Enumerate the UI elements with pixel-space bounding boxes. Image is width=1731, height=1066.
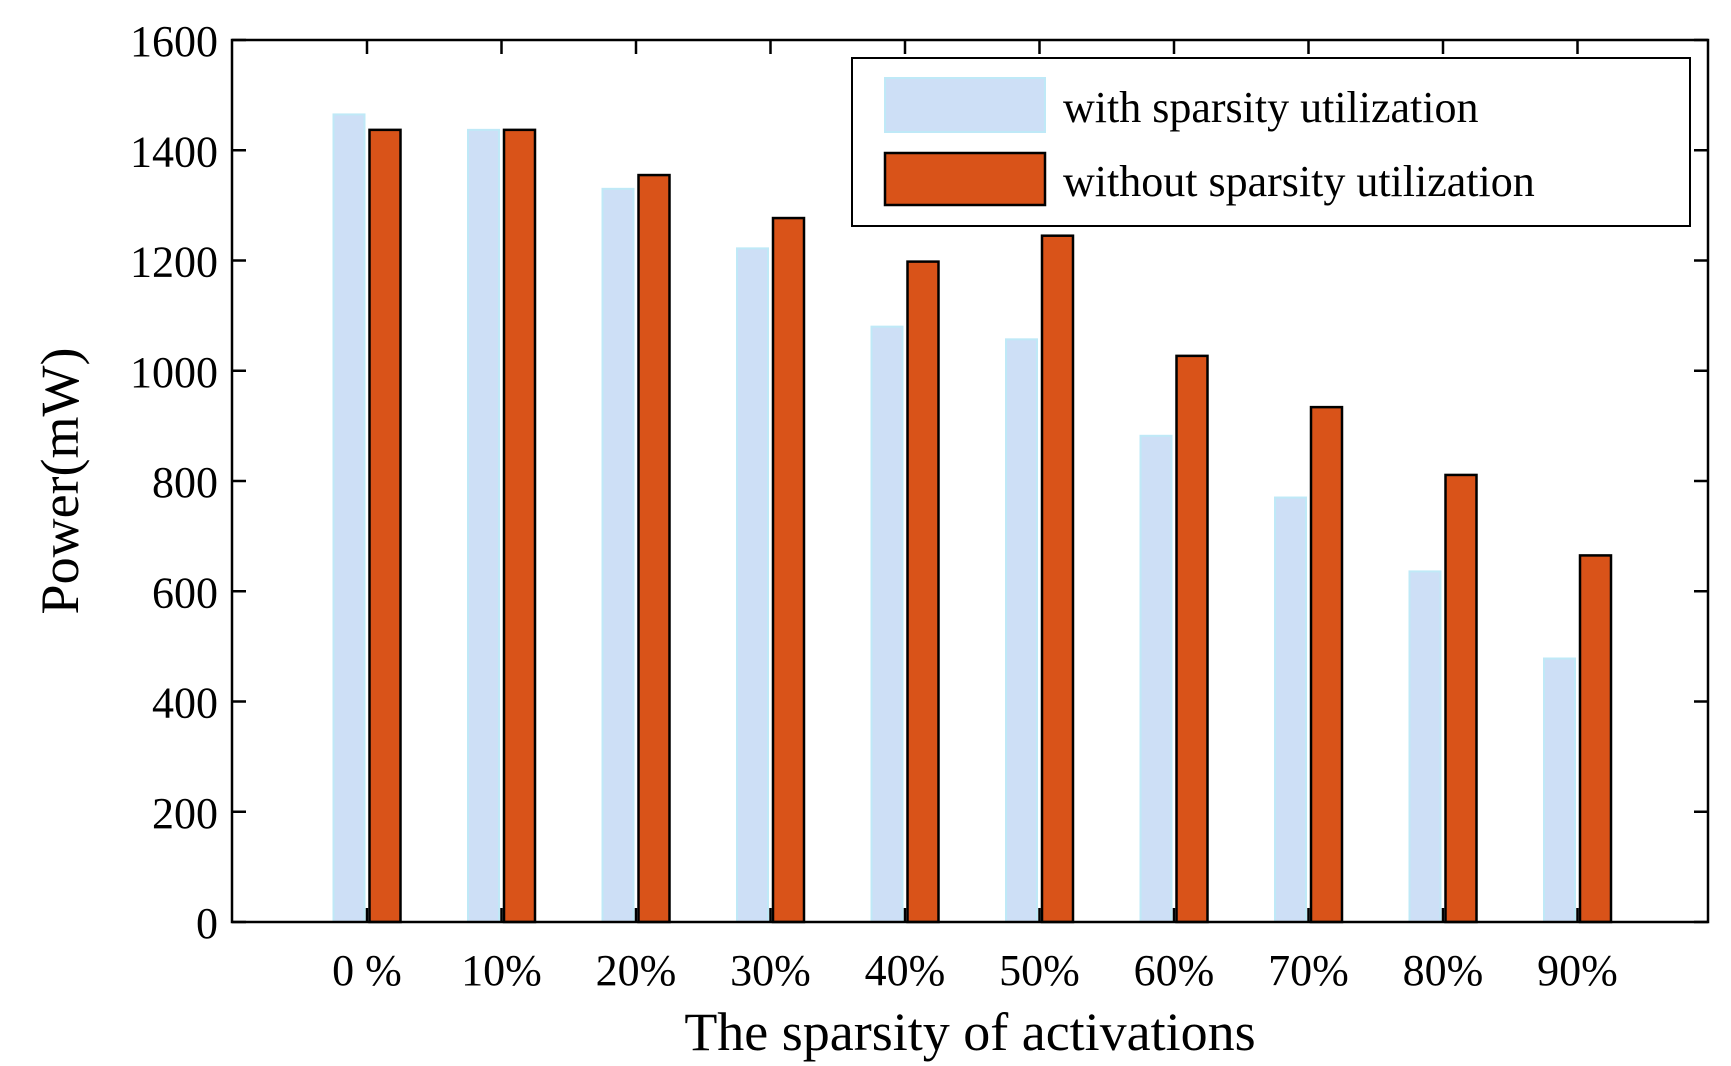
bar-without-sparsity: [1309, 405, 1344, 924]
legend-swatch-without-sparsity: [883, 151, 1047, 207]
bars-layer: [332, 113, 1613, 924]
x-tick-label: 50%: [999, 946, 1080, 995]
axis-ticks: [232, 38, 1708, 924]
y-tick-label: 0: [196, 899, 218, 948]
y-tick-label: 1200: [130, 238, 218, 287]
y-tick-label: 1400: [130, 127, 218, 176]
y-tick-label: 1600: [130, 17, 218, 66]
x-tick-label: 30%: [730, 946, 811, 995]
bar-without-sparsity: [502, 128, 537, 924]
y-axis-label: Power(mW): [30, 348, 90, 615]
bar-with-sparsity: [601, 187, 635, 923]
y-tick-labels: 0 200 400 600 800 1000 1200 1400 1600: [130, 17, 218, 948]
bar-without-sparsity: [637, 173, 671, 924]
legend-swatch-with-sparsity: [884, 77, 1046, 133]
bar-with-sparsity: [1274, 496, 1307, 923]
bar-without-sparsity: [906, 260, 940, 924]
bar-with-sparsity: [332, 113, 366, 923]
bar-with-sparsity: [1005, 338, 1038, 923]
bar-with-sparsity: [1408, 570, 1442, 924]
x-tick-label: 60%: [1134, 946, 1215, 995]
bar-with-sparsity: [1139, 434, 1173, 923]
x-tick-label: 70%: [1268, 946, 1349, 995]
x-tick-label: 20%: [596, 946, 677, 995]
y-tick-label: 200: [152, 789, 218, 838]
y-tick-label: 600: [152, 568, 218, 617]
x-tick-label: 40%: [865, 946, 946, 995]
bar-with-sparsity: [870, 325, 904, 923]
legend: with sparsity utilization without sparsi…: [851, 57, 1691, 227]
bar-without-sparsity: [1175, 354, 1209, 924]
bar-without-sparsity: [1578, 554, 1613, 924]
x-axis-label: The sparsity of activations: [684, 1002, 1255, 1062]
legend-label-with-sparsity: with sparsity utilization: [1063, 83, 1479, 132]
bar-without-sparsity: [1040, 234, 1075, 924]
x-tick-label: 80%: [1403, 946, 1484, 995]
x-tick-label: 10%: [461, 946, 542, 995]
bar-without-sparsity: [771, 216, 806, 924]
bar-with-sparsity: [736, 247, 769, 923]
bar-without-sparsity: [368, 128, 402, 924]
y-tick-label: 1000: [130, 348, 218, 397]
x-tick-label: 0 %: [332, 946, 402, 995]
bar-without-sparsity: [1444, 473, 1478, 924]
x-tick-label: 90%: [1537, 946, 1618, 995]
y-tick-label: 800: [152, 458, 218, 507]
legend-label-without-sparsity: without sparsity utilization: [1063, 157, 1535, 206]
bar-with-sparsity: [467, 128, 500, 923]
y-tick-label: 400: [152, 679, 218, 728]
x-tick-labels: 0 % 10% 20% 30% 40% 50% 60% 70% 80% 90%: [332, 946, 1618, 995]
bar-with-sparsity: [1543, 657, 1576, 923]
